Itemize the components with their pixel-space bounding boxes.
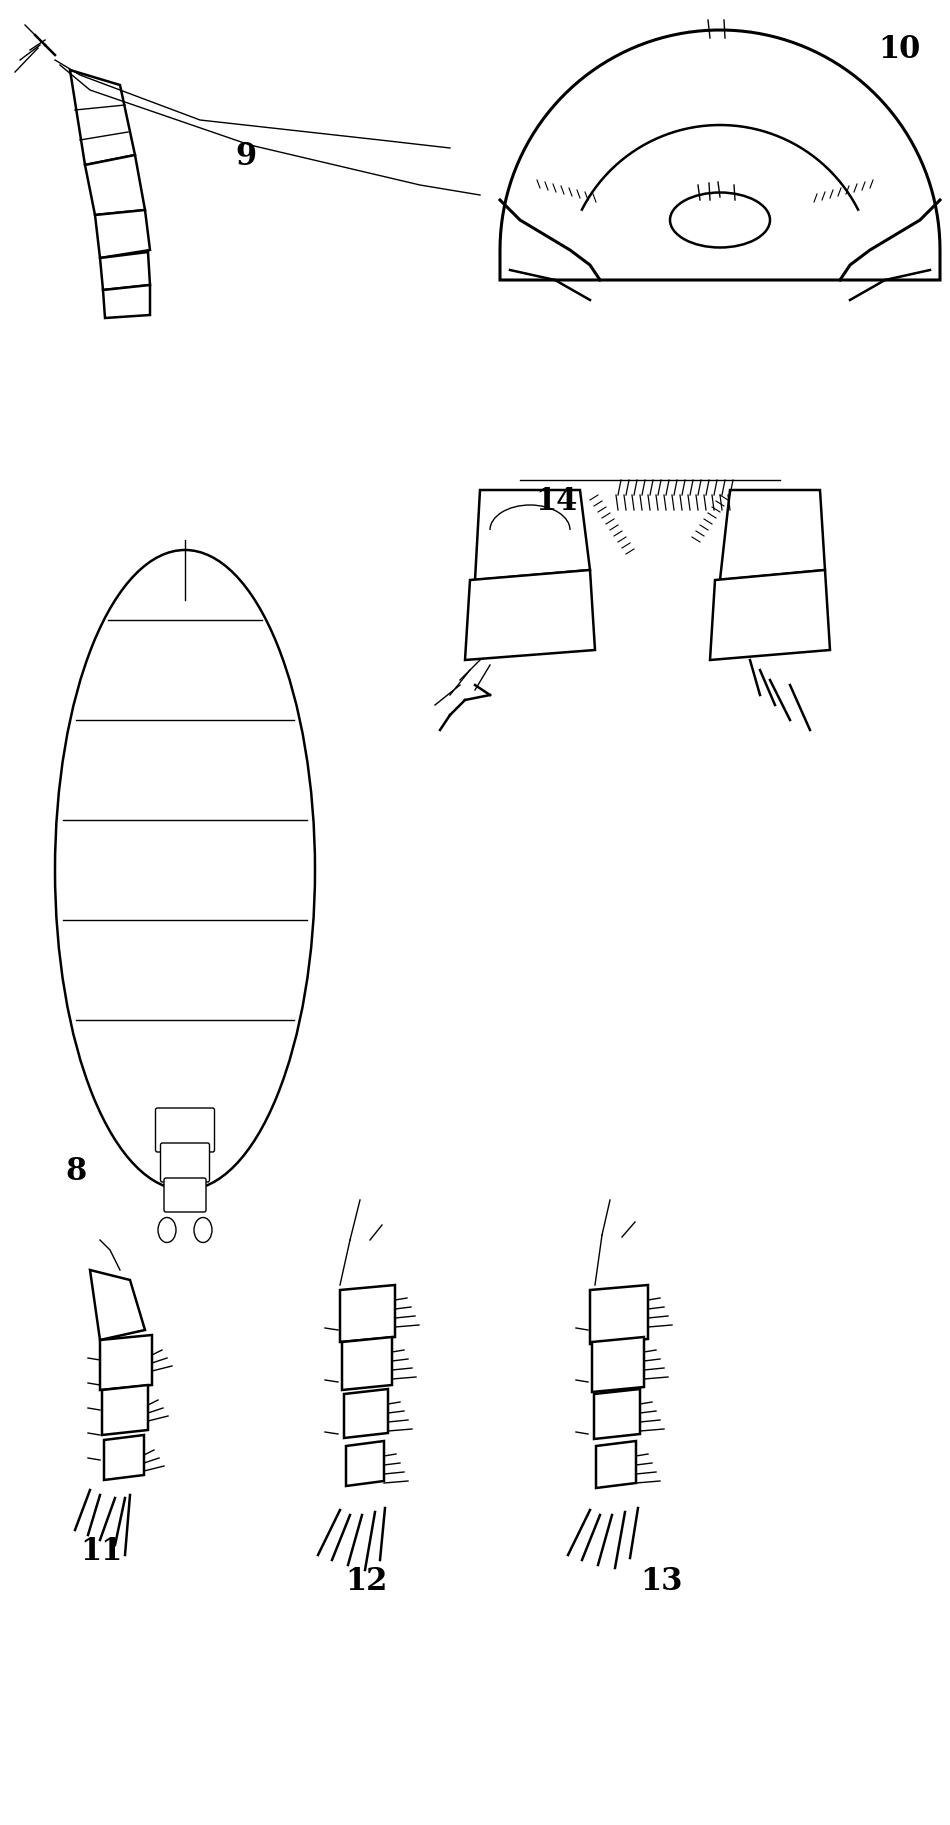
Polygon shape	[340, 1285, 395, 1341]
Polygon shape	[100, 252, 150, 290]
Text: 13: 13	[640, 1566, 682, 1597]
Polygon shape	[90, 1270, 145, 1340]
Polygon shape	[594, 1389, 640, 1438]
Polygon shape	[103, 285, 150, 318]
Polygon shape	[70, 69, 135, 164]
Polygon shape	[344, 1389, 388, 1438]
Text: 14: 14	[535, 485, 578, 516]
Polygon shape	[590, 1285, 648, 1343]
Text: 9: 9	[235, 141, 256, 172]
Polygon shape	[342, 1338, 392, 1391]
Polygon shape	[596, 1442, 636, 1487]
Ellipse shape	[194, 1217, 212, 1243]
Text: 11: 11	[80, 1537, 123, 1568]
Polygon shape	[104, 1434, 144, 1480]
Polygon shape	[720, 489, 825, 580]
Text: 8: 8	[65, 1155, 86, 1186]
Ellipse shape	[55, 549, 315, 1190]
Polygon shape	[346, 1442, 384, 1486]
Polygon shape	[475, 489, 590, 580]
FancyBboxPatch shape	[161, 1142, 210, 1183]
Polygon shape	[465, 569, 595, 661]
Polygon shape	[95, 210, 150, 257]
Ellipse shape	[158, 1217, 176, 1243]
Polygon shape	[102, 1385, 148, 1434]
Polygon shape	[710, 569, 830, 661]
Polygon shape	[592, 1338, 644, 1392]
Polygon shape	[85, 155, 145, 215]
Ellipse shape	[670, 192, 770, 248]
Polygon shape	[500, 29, 940, 279]
Text: 12: 12	[345, 1566, 388, 1597]
FancyBboxPatch shape	[156, 1108, 215, 1152]
Polygon shape	[100, 1336, 152, 1391]
Text: 10: 10	[878, 35, 921, 66]
FancyBboxPatch shape	[164, 1177, 206, 1212]
